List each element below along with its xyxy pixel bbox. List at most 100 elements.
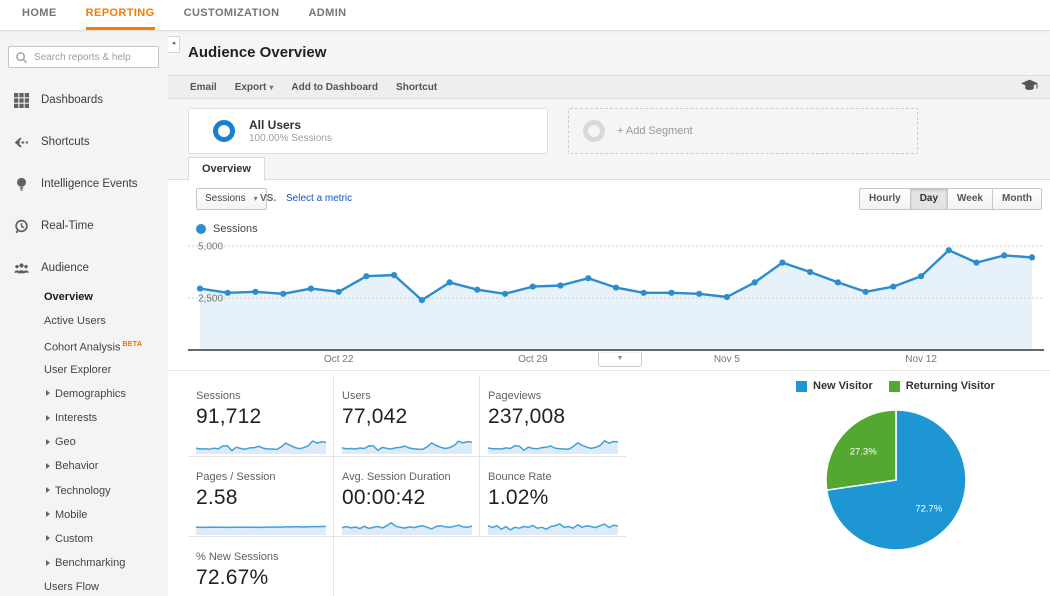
sidebar-subitem-label: Overview (44, 291, 93, 303)
sidebar-subitem-label: Technology (55, 484, 111, 497)
toolbar-add-to-dashboard-button[interactable]: Add to Dashboard (291, 81, 379, 93)
svg-text:5,000: 5,000 (198, 242, 223, 253)
visitor-pie-chart: 72.7% 27.3% (825, 409, 967, 551)
main-content: Audience Overview Email Export ▾ Add to Das… (168, 30, 1050, 596)
expand-triangle-icon (46, 535, 50, 542)
sidebar-item-audience[interactable]: Audience (0, 247, 168, 289)
scorecard-bounce-rate[interactable]: Bounce Rate 1.02% (480, 456, 626, 536)
sidebar-item-shortcuts[interactable]: Shortcuts (0, 121, 168, 163)
nav-customization[interactable]: CUSTOMIZATION (183, 7, 280, 19)
nav-reporting[interactable]: REPORTING (85, 0, 155, 30)
page-title: Audience Overview (188, 44, 327, 61)
sidebar-subitem-label: Cohort Analysis (44, 342, 121, 355)
sidebar-subitem-active-users[interactable]: Active Users (0, 309, 168, 333)
scorecard-label: % New Sessions (196, 551, 279, 563)
sidebar-subitem-label: Mobile (55, 508, 88, 521)
granularity-month-button[interactable]: Month (992, 188, 1042, 210)
expand-triangle-icon (46, 390, 50, 397)
action-toolbar: Email Export ▾ Add to Dashboard Shortcut (168, 75, 1050, 99)
sidebar-item-dashboards[interactable]: Dashboards (0, 79, 168, 121)
svg-text:Oct 22: Oct 22 (324, 354, 354, 365)
pie-legend-returning-visitor: Returning Visitor (888, 380, 995, 392)
scorecard-avg-session-duration[interactable]: Avg. Session Duration 00:00:42 (334, 456, 480, 536)
sidebar-subitem-label: Benchmarking (55, 557, 126, 570)
beta-badge: BETA (122, 341, 143, 349)
segment-title: All Users (249, 118, 302, 132)
search-box[interactable] (8, 46, 159, 68)
toolbar-export-button[interactable]: Export ▾ (234, 81, 274, 93)
scorecard-sparkline (342, 440, 472, 454)
scorecard-label: Users (342, 390, 371, 402)
pie-legend-label: New Visitor (813, 380, 873, 392)
toolbar-shortcut-button[interactable]: Shortcut (396, 81, 438, 93)
segment-subtitle: 100.00% Sessions (249, 133, 332, 144)
expand-triangle-icon (46, 438, 50, 445)
add-segment-label: + Add Segment (617, 125, 693, 137)
scorecard-value: 2.58 (196, 486, 238, 509)
scorecard-sessions[interactable]: Sessions 91,712 (188, 376, 334, 456)
scorecard-value: 00:00:42 (342, 486, 426, 509)
sidebar-subitem-geo[interactable]: Geo (0, 430, 168, 454)
metric-dropdown-value: Sessions (205, 193, 246, 204)
nav-admin[interactable]: ADMIN (308, 7, 347, 19)
add-segment-button[interactable]: + Add Segment (568, 108, 918, 154)
metric-dropdown[interactable]: Sessions ▾ (196, 188, 267, 210)
scorecard-value: 91,712 (196, 405, 262, 428)
sidebar-subitem-demographics[interactable]: Demographics (0, 382, 168, 406)
scorecard-sparkline (196, 440, 326, 454)
scorecard-value: 1.02% (488, 486, 549, 509)
section-divider (168, 370, 1050, 371)
expand-triangle-icon (46, 559, 50, 566)
sidebar-item-real-time[interactable]: Real-Time (0, 205, 168, 247)
segment-donut-icon (213, 120, 235, 142)
granularity-hourly-button[interactable]: Hourly (859, 188, 911, 210)
toolbar-email-button[interactable]: Email (190, 81, 217, 93)
sidebar-subitem-technology[interactable]: Technology (0, 479, 168, 503)
chevron-down-icon: ▾ (269, 82, 274, 92)
chart-expander-button[interactable]: ▼ (598, 352, 642, 367)
scorecard-label: Avg. Session Duration (342, 471, 451, 483)
sidebar-subitem-label: Behavior (55, 460, 99, 473)
scorecard-sparkline (196, 525, 326, 535)
sidebar-subitem-cohort-analysis[interactable]: Cohort Analysis BETA (0, 333, 168, 357)
expand-triangle-icon (46, 462, 50, 469)
scorecard-sparkline (488, 440, 618, 454)
collapse-sidebar-button[interactable]: ◂ (168, 36, 180, 53)
sidebar-item-intelligence-events[interactable]: Intelligence Events (0, 163, 168, 205)
svg-text:Nov 12: Nov 12 (905, 354, 937, 365)
graduation-cap-icon[interactable] (1021, 79, 1038, 93)
expand-triangle-icon (46, 414, 50, 421)
sidebar-subitem-label: Geo (55, 436, 76, 449)
svg-text:2,500: 2,500 (198, 294, 223, 305)
tab-overview[interactable]: Overview (188, 157, 265, 181)
segment-text: All Users 100.00% Sessions (249, 118, 332, 144)
scorecard-pages-session[interactable]: Pages / Session 2.58 (188, 456, 334, 536)
pie-legend-label: Returning Visitor (905, 380, 995, 392)
sidebar-subitem-benchmarking[interactable]: Benchmarking (0, 551, 168, 575)
granularity-day-button[interactable]: Day (909, 188, 949, 210)
search-input[interactable] (32, 50, 158, 64)
audience-people-icon (14, 261, 29, 276)
sidebar-subitem-users-flow[interactable]: Users Flow (0, 575, 168, 596)
select-metric-link[interactable]: Select a metric (286, 193, 353, 204)
chevron-down-icon: ▾ (253, 194, 258, 203)
legend-square-icon (888, 380, 900, 392)
sidebar-subitem-custom[interactable]: Custom (0, 527, 168, 551)
scorecard-label: Sessions (196, 390, 241, 402)
nav-home[interactable]: HOME (22, 7, 57, 19)
sidebar-subitem-mobile[interactable]: Mobile (0, 503, 168, 527)
svg-text:Oct 29: Oct 29 (518, 354, 548, 365)
expand-triangle-icon (46, 487, 50, 494)
scorecard-new-sessions[interactable]: % New Sessions 72.67% (188, 536, 334, 596)
segment-all-users[interactable]: All Users 100.00% Sessions (188, 108, 548, 154)
granularity-week-button[interactable]: Week (947, 188, 993, 210)
scorecard-users[interactable]: Users 77,042 (334, 376, 480, 456)
scorecard-pageviews[interactable]: Pageviews 237,008 (480, 376, 626, 456)
sidebar-subitem-label: Custom (55, 532, 93, 545)
scorecard-value: 237,008 (488, 405, 566, 428)
sidebar-subitem-behavior[interactable]: Behavior (0, 454, 168, 478)
sidebar-subitem-interests[interactable]: Interests (0, 406, 168, 430)
sidebar-subitem-user-explorer[interactable]: User Explorer (0, 358, 168, 382)
sidebar-subitem-overview[interactable]: Overview (0, 285, 168, 309)
